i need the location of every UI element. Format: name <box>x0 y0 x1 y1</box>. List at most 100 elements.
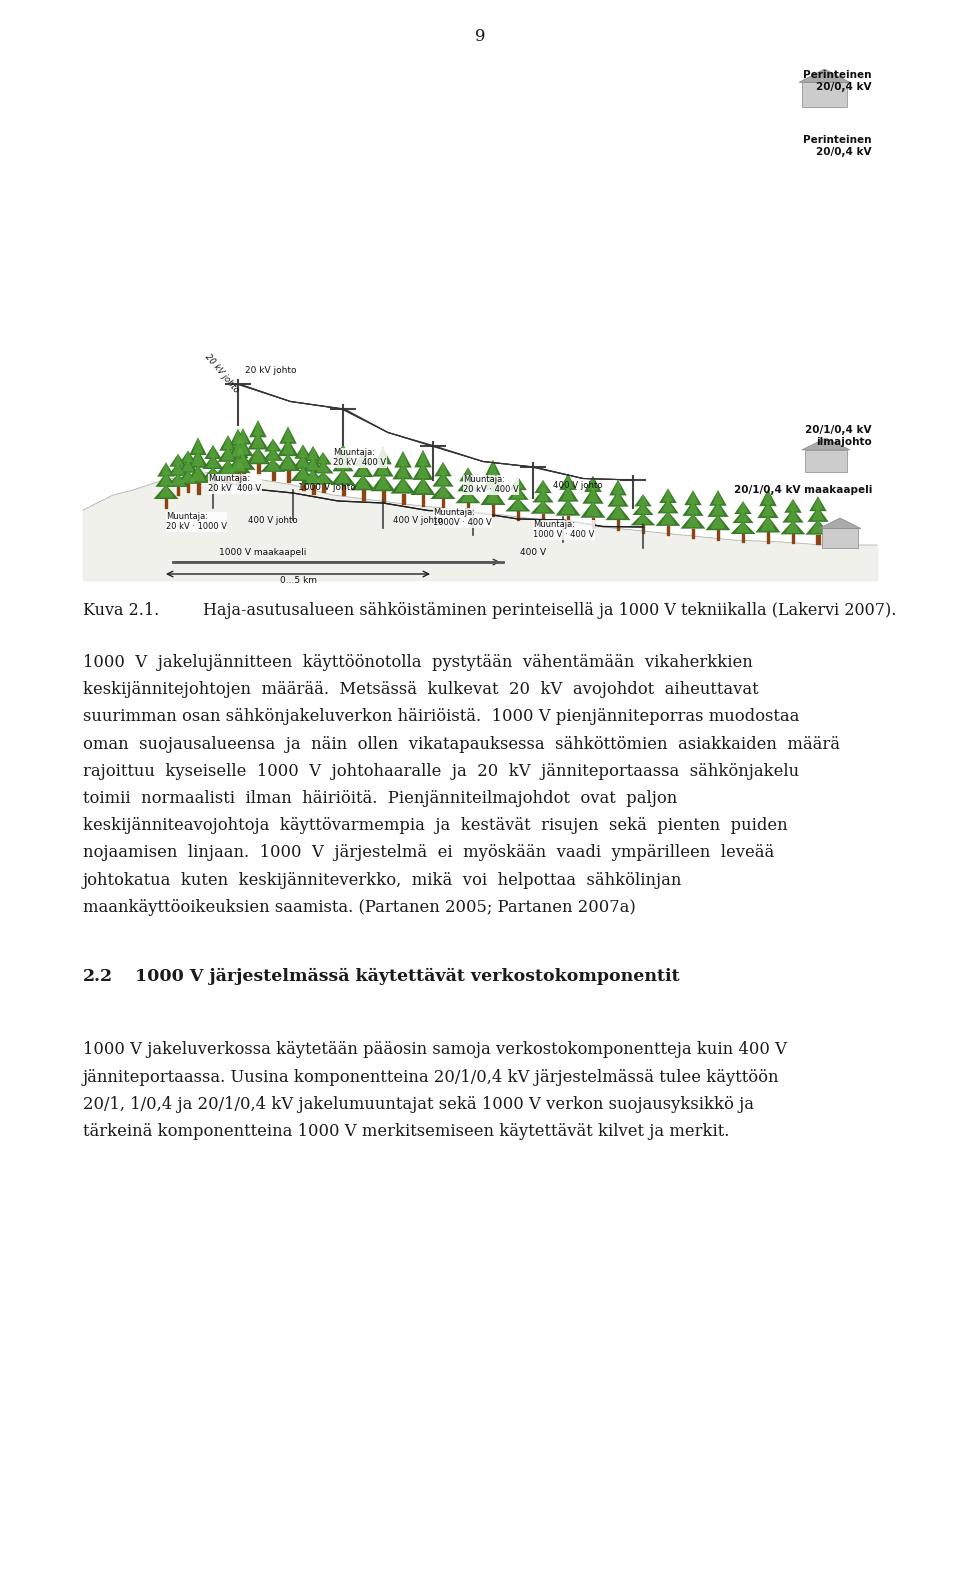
Polygon shape <box>734 494 752 508</box>
Text: 400 V johto: 400 V johto <box>248 516 298 524</box>
Polygon shape <box>538 467 548 483</box>
Text: Perinteinen
20/0,4 kV: Perinteinen 20/0,4 kV <box>804 70 872 91</box>
Polygon shape <box>203 456 224 470</box>
Polygon shape <box>298 438 308 453</box>
Polygon shape <box>535 467 552 485</box>
Polygon shape <box>482 481 504 494</box>
Polygon shape <box>395 450 412 467</box>
Polygon shape <box>561 501 575 515</box>
Text: 20/1/0,4 kV
ilmajohto: 20/1/0,4 kV ilmajohto <box>805 426 872 446</box>
Polygon shape <box>610 489 627 502</box>
Text: 1000 V johto: 1000 V johto <box>298 483 356 493</box>
Text: 1000 V järjestelmässä käytettävät verkostokomponentit: 1000 V järjestelmässä käytettävät verkos… <box>135 968 680 985</box>
Polygon shape <box>786 501 800 516</box>
Bar <box>83 45 877 580</box>
Polygon shape <box>279 440 297 453</box>
Polygon shape <box>358 448 369 462</box>
Text: tärkeinä komponentteina 1000 V merkitsemiseen käytettävät kilvet ja merkit.: tärkeinä komponentteina 1000 V merkitsem… <box>83 1122 730 1140</box>
Polygon shape <box>396 477 411 491</box>
Polygon shape <box>310 472 335 485</box>
Polygon shape <box>238 430 249 445</box>
Polygon shape <box>756 516 780 532</box>
Polygon shape <box>531 494 556 512</box>
Polygon shape <box>262 437 283 454</box>
Polygon shape <box>685 516 701 528</box>
Polygon shape <box>455 486 481 502</box>
Polygon shape <box>172 464 184 475</box>
Polygon shape <box>761 502 775 516</box>
Polygon shape <box>782 501 804 518</box>
Polygon shape <box>656 512 681 526</box>
Polygon shape <box>352 459 373 477</box>
Polygon shape <box>306 464 320 475</box>
Polygon shape <box>588 475 598 491</box>
Polygon shape <box>246 448 271 464</box>
Polygon shape <box>268 426 278 440</box>
Polygon shape <box>780 515 805 532</box>
Text: maankäyttöoikeuksien saamista. (Partanen 2005; Partanen 2007a): maankäyttöoikeuksien saamista. (Partanen… <box>83 899 636 917</box>
Polygon shape <box>207 446 218 459</box>
Polygon shape <box>731 518 756 532</box>
Text: 0...5 km: 0...5 km <box>279 575 317 585</box>
Polygon shape <box>205 469 221 480</box>
Polygon shape <box>457 472 479 488</box>
Polygon shape <box>190 472 205 485</box>
Polygon shape <box>415 462 432 477</box>
Polygon shape <box>222 445 234 459</box>
Polygon shape <box>687 494 698 507</box>
Polygon shape <box>316 472 330 483</box>
Polygon shape <box>206 456 220 469</box>
Polygon shape <box>250 421 267 438</box>
Polygon shape <box>223 432 233 448</box>
Polygon shape <box>709 499 727 512</box>
Polygon shape <box>799 69 850 83</box>
Polygon shape <box>711 508 725 520</box>
Text: Muuntaja:
1000 V · 400 V: Muuntaja: 1000 V · 400 V <box>533 520 594 539</box>
Polygon shape <box>583 488 604 504</box>
Polygon shape <box>296 464 310 478</box>
Polygon shape <box>350 473 375 489</box>
Polygon shape <box>252 421 263 437</box>
Polygon shape <box>807 508 828 523</box>
Polygon shape <box>537 480 549 496</box>
Polygon shape <box>291 464 316 480</box>
Polygon shape <box>178 450 199 467</box>
Polygon shape <box>813 497 824 512</box>
Polygon shape <box>660 512 676 524</box>
Text: keskijänniteavojohtoja  käyttövarmempia  ja  kestävät  risujen  sekä  pienten  p: keskijänniteavojohtoja käyttövarmempia j… <box>83 818 787 834</box>
Text: Perinteinen
20/0,4 kV: Perinteinen 20/0,4 kV <box>804 135 872 156</box>
Polygon shape <box>509 465 527 483</box>
Polygon shape <box>266 453 280 467</box>
Polygon shape <box>809 497 827 512</box>
Polygon shape <box>234 430 252 446</box>
Polygon shape <box>413 472 434 486</box>
Polygon shape <box>276 461 300 473</box>
Polygon shape <box>560 477 577 491</box>
Polygon shape <box>484 470 502 485</box>
Text: jänniteportaassa. Uusina komponentteina 20/1/0,4 kV järjestelmässä tulee käyttöö: jänniteportaassa. Uusina komponentteina … <box>83 1068 780 1086</box>
Polygon shape <box>486 493 500 505</box>
Polygon shape <box>586 501 601 516</box>
Polygon shape <box>684 494 702 508</box>
Polygon shape <box>710 520 726 531</box>
Polygon shape <box>438 465 448 478</box>
Polygon shape <box>176 464 201 481</box>
Text: 20 kV johto: 20 kV johto <box>203 352 241 395</box>
Polygon shape <box>462 472 474 486</box>
Polygon shape <box>215 459 241 475</box>
Polygon shape <box>165 473 190 488</box>
Polygon shape <box>556 501 581 516</box>
Polygon shape <box>606 508 631 521</box>
Polygon shape <box>308 456 319 467</box>
Text: Muuntaja:
1000V · 400 V: Muuntaja: 1000V · 400 V <box>433 508 492 528</box>
Polygon shape <box>681 516 706 529</box>
Polygon shape <box>375 473 391 489</box>
Polygon shape <box>156 472 177 486</box>
Polygon shape <box>337 462 349 473</box>
Polygon shape <box>633 497 654 512</box>
Polygon shape <box>416 485 430 496</box>
Polygon shape <box>251 448 266 462</box>
Polygon shape <box>192 461 204 472</box>
Polygon shape <box>536 494 550 510</box>
Polygon shape <box>173 454 183 465</box>
